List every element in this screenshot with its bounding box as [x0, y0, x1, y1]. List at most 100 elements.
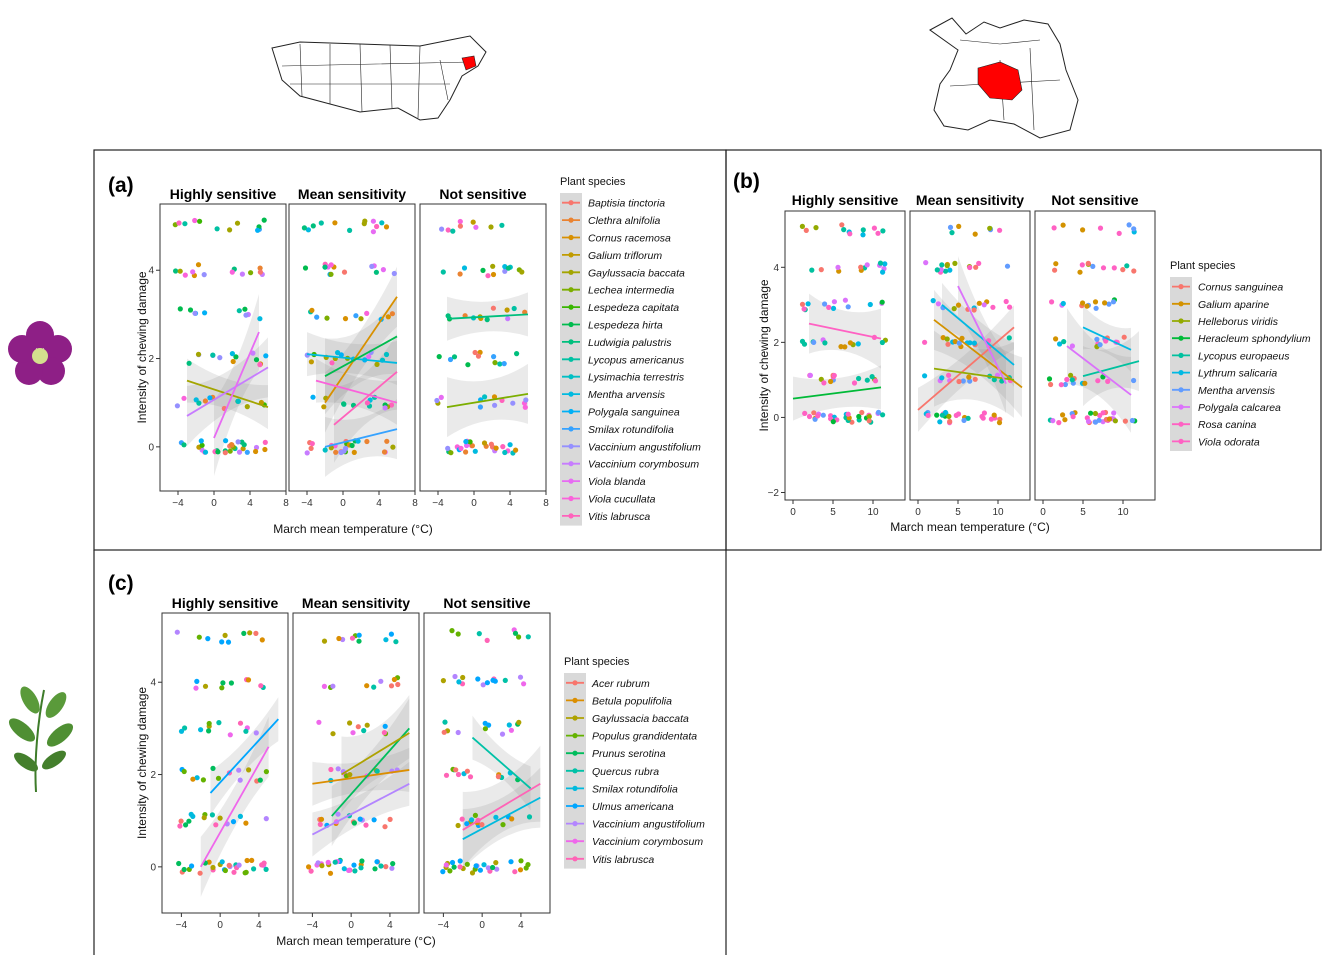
data-point [210, 765, 216, 772]
data-point [243, 312, 249, 318]
data-point [464, 861, 470, 867]
data-point [441, 729, 447, 735]
data-point [351, 820, 357, 826]
data-point [939, 375, 945, 381]
legend-entry: Acer rubrum [591, 678, 650, 690]
data-point [332, 220, 338, 226]
trend-line [199, 746, 270, 868]
data-point [206, 720, 212, 727]
data-point [469, 870, 476, 876]
data-point [341, 448, 347, 454]
data-point [449, 628, 455, 634]
data-point [1004, 263, 1011, 269]
data-point [1097, 225, 1104, 231]
data-point [946, 413, 952, 419]
data-point [246, 767, 252, 773]
data-point [1105, 378, 1111, 384]
data-point [332, 859, 338, 865]
data-point [1069, 343, 1075, 349]
data-point [472, 349, 478, 356]
facet-3: Not sensitive −4 0 4 8 [419, 186, 549, 509]
data-point [991, 412, 997, 418]
y-axis-label: Intensity of chewing damage [135, 687, 149, 839]
data-point [186, 818, 192, 824]
legend-entry: Mentha arvensis [1198, 385, 1276, 397]
data-point [467, 439, 473, 445]
data-point [263, 353, 269, 359]
data-point [316, 719, 322, 725]
legend-entry: Populus grandidentata [592, 731, 697, 743]
data-point [230, 358, 236, 365]
data-point [214, 226, 220, 232]
data-point [315, 860, 321, 866]
data-point [799, 338, 806, 344]
data-point [930, 298, 936, 304]
data-point [877, 260, 884, 266]
data-point [173, 268, 179, 274]
data-point [1053, 261, 1059, 267]
trend-line [1082, 326, 1132, 351]
data-point [389, 311, 395, 317]
data-point [388, 683, 395, 689]
data-point [976, 260, 982, 266]
data-point [174, 629, 180, 635]
legend-entry: Rosa canina [1198, 419, 1257, 431]
trend-line [941, 304, 1015, 366]
y-tick-label: −2 [768, 488, 780, 499]
data-point [818, 267, 824, 273]
data-point [190, 776, 196, 782]
data-point [1051, 225, 1057, 231]
data-point [495, 774, 501, 780]
data-point [514, 351, 520, 357]
data-point [875, 409, 882, 415]
x-tick-label: 8 [543, 498, 549, 509]
data-point [981, 410, 988, 416]
data-point [858, 264, 864, 270]
data-point [973, 264, 979, 270]
data-point [335, 766, 341, 772]
data-point [438, 394, 444, 400]
data-point [488, 441, 494, 447]
x-tick-label: −4 [172, 498, 184, 509]
data-point [369, 263, 375, 269]
data-point [231, 869, 237, 875]
x-tick-label: 0 [211, 498, 217, 509]
trend-line [340, 732, 410, 776]
x-tick-label: 0 [348, 920, 354, 931]
data-point [831, 299, 838, 305]
data-point [370, 229, 376, 235]
trend-line [311, 782, 410, 836]
x-tick-label: 10 [1117, 507, 1129, 518]
trend-line [1082, 360, 1140, 378]
data-point [206, 728, 212, 734]
data-point [934, 412, 940, 418]
y-tick-label: 2 [148, 354, 154, 365]
data-point [516, 719, 522, 726]
data-point [946, 372, 952, 378]
data-point [1121, 334, 1127, 340]
data-point [227, 732, 233, 738]
data-point [395, 681, 401, 688]
data-point [329, 360, 335, 366]
data-point [390, 444, 396, 450]
data-point [176, 860, 182, 867]
data-point [197, 218, 203, 224]
data-point [811, 339, 817, 345]
data-point [464, 821, 470, 827]
data-point [967, 264, 973, 271]
x-axis-label: March mean temperature (°C) [273, 522, 433, 536]
data-point [461, 265, 468, 271]
y-tick-label: 2 [773, 338, 779, 349]
data-point [880, 228, 886, 234]
legend-entry: Viola cucullata [588, 494, 656, 506]
data-point [196, 634, 202, 640]
data-point [181, 768, 187, 775]
data-point [236, 308, 242, 314]
data-point [882, 261, 888, 267]
data-point [512, 630, 519, 636]
data-point [448, 450, 454, 456]
data-point [198, 438, 204, 444]
x-tick-label: −4 [307, 920, 319, 931]
legend-title: Plant species [560, 176, 626, 188]
data-point [202, 310, 208, 316]
